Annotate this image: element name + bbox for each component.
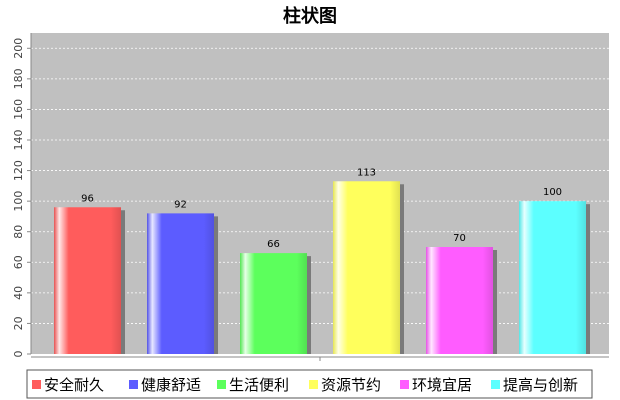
bar-value-label: 66	[267, 239, 280, 250]
legend-item-label: 资源节约	[321, 376, 381, 394]
y-tick-label: 100	[12, 191, 25, 212]
legend-item-label: 提高与创新	[503, 376, 578, 394]
bar-value-label: 92	[174, 199, 187, 210]
y-tick-label: 40	[12, 286, 25, 300]
bar	[426, 247, 493, 354]
legend-item-label: 健康舒适	[141, 376, 201, 394]
legend-swatch	[491, 380, 500, 389]
y-tick-label: 120	[12, 160, 25, 181]
gridlines	[31, 47, 609, 324]
legend-swatch	[129, 380, 138, 389]
bars	[54, 181, 590, 354]
legend-item-label: 安全耐久	[44, 376, 104, 394]
y-tick-label: 160	[12, 99, 25, 120]
y-tick-label: 80	[12, 225, 25, 239]
y-tick-label: 20	[12, 316, 25, 330]
bar	[519, 201, 586, 354]
plot-area	[31, 33, 609, 354]
legend-swatch	[400, 380, 409, 389]
bar	[240, 253, 307, 354]
legend: 安全耐久 健康舒适 生活便利 资源节约 环境宜居 提高与创新	[26, 369, 593, 399]
legend-item-label: 生活便利	[229, 376, 289, 394]
legend-swatch	[32, 380, 41, 389]
bar-value-label: 100	[543, 187, 562, 198]
bar	[333, 181, 400, 354]
y-tick-label: 180	[12, 68, 25, 89]
chart-title: 柱状图	[283, 5, 337, 27]
data-labels: 96 92 66 113 70 100	[81, 167, 562, 250]
y-tick-label: 200	[12, 38, 25, 59]
y-tick-label: 0	[12, 351, 25, 358]
bar-value-label: 96	[81, 193, 94, 204]
y-tick-label: 60	[12, 255, 25, 269]
axes: 0 20 40 60 80 100 120 140 160 180 200	[12, 33, 609, 361]
bar	[147, 213, 214, 354]
bar	[54, 207, 121, 354]
legend-swatch	[309, 380, 318, 389]
legend-swatch	[217, 380, 226, 389]
bar-value-label: 70	[453, 233, 466, 244]
bar-value-label: 113	[357, 167, 376, 178]
y-tick-label: 140	[12, 130, 25, 151]
legend-item-label: 环境宜居	[412, 376, 472, 394]
